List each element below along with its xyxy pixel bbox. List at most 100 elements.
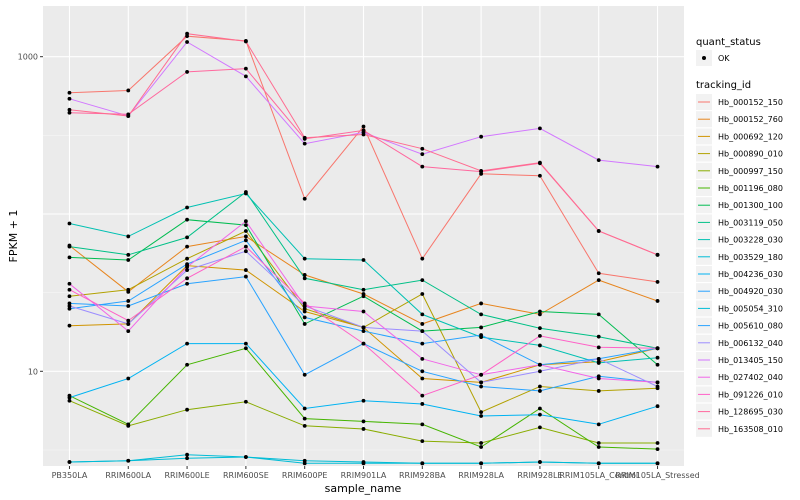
- data-point: [420, 329, 425, 334]
- legend-label: Hb_000152_760: [718, 115, 783, 124]
- data-point: [420, 312, 425, 317]
- data-point: [185, 262, 189, 267]
- data-point: [479, 168, 484, 173]
- x-tick-label: RRIM105LA_Control: [559, 471, 638, 480]
- data-point: [596, 334, 601, 339]
- data-point: [479, 441, 484, 445]
- data-point: [420, 164, 425, 169]
- data-point: [185, 268, 189, 272]
- data-point: [185, 407, 189, 412]
- data-point: [538, 384, 542, 389]
- data-point: [185, 256, 189, 261]
- legend-status-point-icon: [702, 56, 706, 60]
- data-point: [67, 107, 72, 112]
- data-point: [67, 244, 72, 249]
- legend-label: Hb_000152_150: [718, 98, 783, 107]
- data-point: [126, 88, 131, 93]
- data-point: [655, 346, 660, 351]
- data-point: [243, 219, 248, 224]
- data-point: [596, 312, 601, 317]
- data-point: [243, 223, 248, 227]
- data-point: [361, 329, 366, 334]
- data-point: [243, 455, 248, 459]
- data-point: [126, 458, 131, 463]
- data-points: [67, 31, 660, 466]
- legend-label: Hb_005610_080: [718, 322, 783, 331]
- data-point: [596, 376, 601, 381]
- data-point: [302, 423, 307, 428]
- data-point: [361, 124, 366, 129]
- data-point: [185, 341, 189, 346]
- data-point: [67, 255, 72, 260]
- data-point: [420, 461, 425, 466]
- data-point: [361, 294, 366, 299]
- legend-label: Hb_003529_180: [718, 253, 783, 262]
- data-point: [126, 322, 131, 326]
- data-point: [479, 380, 484, 385]
- data-point: [67, 306, 72, 311]
- data-point: [302, 196, 307, 201]
- data-point: [243, 229, 248, 233]
- data-point: [185, 235, 189, 240]
- data-point: [655, 355, 660, 360]
- data-point: [479, 312, 484, 317]
- data-point: [596, 361, 601, 365]
- data-point: [302, 406, 307, 411]
- data-point: [538, 309, 542, 314]
- data-point: [243, 399, 248, 404]
- legend-label: Hb_163508_010: [718, 425, 783, 434]
- legend-label: Hb_001300_100: [718, 201, 783, 210]
- data-point: [420, 356, 425, 361]
- data-point: [361, 309, 366, 314]
- data-point: [361, 287, 366, 292]
- data-point: [185, 217, 189, 222]
- x-tick-label: RRIM600LA: [105, 471, 151, 480]
- legend-status-title: quant_status: [696, 37, 761, 48]
- legend-series-items: Hb_000152_150 Hb_000152_760 Hb_000692_120 H…: [696, 94, 783, 437]
- legend-label: Hb_027402_040: [718, 373, 783, 382]
- data-point: [243, 341, 248, 346]
- data-point: [302, 322, 307, 326]
- x-tick-label: RRIM928LE: [517, 471, 562, 480]
- data-point: [185, 456, 189, 461]
- data-point: [655, 404, 660, 409]
- data-point: [67, 221, 72, 226]
- data-point: [538, 160, 542, 165]
- data-point: [67, 460, 72, 464]
- data-point: [538, 312, 542, 317]
- data-point: [479, 445, 484, 449]
- y-axis-ticks: 10 1000: [18, 53, 43, 376]
- data-point: [479, 134, 484, 139]
- y-tick-label: 1000: [18, 53, 38, 62]
- data-point: [538, 460, 542, 464]
- data-point: [243, 346, 248, 351]
- data-point: [67, 281, 72, 286]
- data-point: [420, 402, 425, 406]
- data-point: [655, 164, 660, 169]
- data-point: [243, 191, 248, 196]
- legend-series-title: tracking_id: [696, 80, 751, 91]
- data-point: [596, 422, 601, 427]
- data-point: [655, 447, 660, 452]
- data-point: [420, 256, 425, 261]
- data-point: [479, 333, 484, 337]
- x-tick-label: RRIM600SE: [223, 471, 269, 480]
- legend-label: Hb_128695_030: [718, 408, 783, 417]
- data-point: [538, 343, 542, 348]
- data-point: [596, 389, 601, 393]
- data-point: [361, 419, 366, 424]
- data-point: [67, 90, 72, 95]
- data-point: [655, 380, 660, 385]
- data-point: [185, 281, 189, 286]
- legend-label: Hb_003119_050: [718, 218, 783, 227]
- x-tick-label: RRIM600LE: [164, 471, 209, 480]
- data-point: [185, 40, 189, 44]
- data-point: [420, 152, 425, 157]
- data-point: [479, 372, 484, 377]
- data-point: [538, 412, 542, 417]
- data-point: [420, 439, 425, 443]
- data-point: [243, 249, 248, 254]
- data-point: [302, 273, 307, 277]
- data-point: [67, 110, 72, 115]
